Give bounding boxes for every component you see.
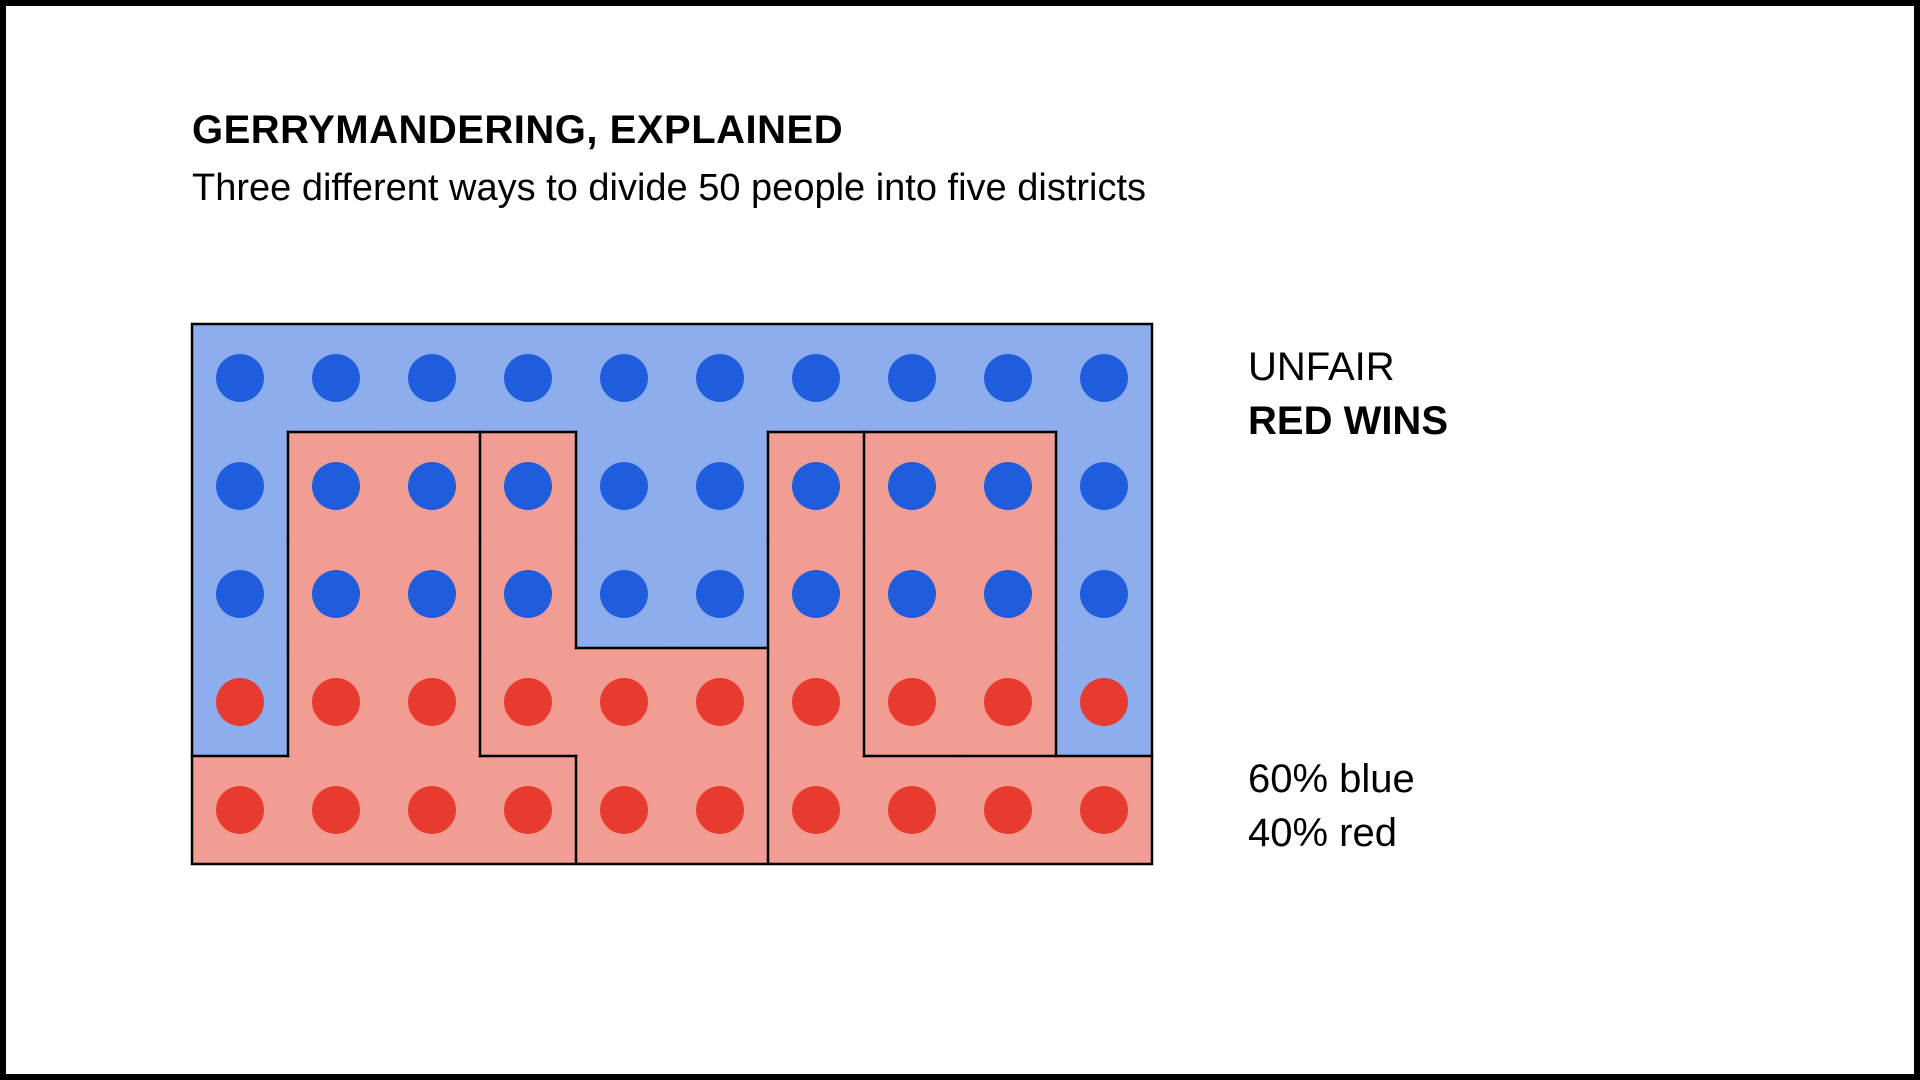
red-voter-dot: [1080, 786, 1128, 834]
red-voter-dot: [792, 786, 840, 834]
blue-voter-dot: [216, 570, 264, 618]
blue-voter-dot: [984, 462, 1032, 510]
red-voter-dot: [312, 786, 360, 834]
blue-voter-dot: [408, 570, 456, 618]
blue-voter-dot: [216, 354, 264, 402]
red-voter-dot: [408, 786, 456, 834]
red-voter-dot: [600, 786, 648, 834]
share-blue: 60% blue: [1248, 757, 1415, 801]
blue-voter-dot: [984, 354, 1032, 402]
red-voter-dot: [408, 678, 456, 726]
red-voter-dot: [504, 678, 552, 726]
red-voter-dot: [696, 786, 744, 834]
blue-voter-dot: [1080, 354, 1128, 402]
blue-voter-dot: [504, 570, 552, 618]
blue-voter-dot: [600, 462, 648, 510]
share-red: 40% red: [1248, 811, 1397, 855]
blue-voter-dot: [504, 462, 552, 510]
red-voter-dot: [792, 678, 840, 726]
verdict-label: UNFAIR: [1248, 345, 1395, 389]
blue-voter-dot: [696, 570, 744, 618]
blue-voter-dot: [312, 462, 360, 510]
red-voter-dot: [696, 678, 744, 726]
blue-voter-dot: [408, 462, 456, 510]
blue-voter-dot: [696, 462, 744, 510]
page-subtitle: Three different ways to divide 50 people…: [192, 167, 1147, 209]
map-outline: [190, 322, 1154, 866]
blue-voter-dot: [792, 354, 840, 402]
red-voter-dot: [1080, 678, 1128, 726]
blue-voter-dot: [696, 354, 744, 402]
page-title: GERRYMANDERING, EXPLAINED: [192, 108, 844, 152]
verdict-outcome: RED WINS: [1248, 399, 1448, 443]
blue-voter-dot: [984, 570, 1032, 618]
blue-voter-dot: [312, 354, 360, 402]
blue-voter-dot: [792, 462, 840, 510]
blue-voter-dot: [600, 354, 648, 402]
red-voter-dot: [504, 786, 552, 834]
red-voter-dot: [984, 786, 1032, 834]
blue-voter-dot: [888, 462, 936, 510]
blue-voter-dot: [408, 354, 456, 402]
red-voter-dot: [984, 678, 1032, 726]
blue-voter-dot: [1080, 570, 1128, 618]
red-voter-dot: [600, 678, 648, 726]
blue-voter-dot: [600, 570, 648, 618]
red-voter-dot: [312, 678, 360, 726]
blue-voter-dot: [888, 570, 936, 618]
red-voter-dot: [888, 678, 936, 726]
blue-voter-dot: [216, 462, 264, 510]
blue-voter-dot: [312, 570, 360, 618]
population-share: 60% blue 40% red: [1248, 752, 1415, 860]
blue-voter-dot: [888, 354, 936, 402]
verdict: UNFAIR RED WINS: [1248, 340, 1448, 448]
red-voter-dot: [216, 678, 264, 726]
red-voter-dot: [888, 786, 936, 834]
blue-voter-dot: [792, 570, 840, 618]
red-voter-dot: [216, 786, 264, 834]
blue-voter-dot: [504, 354, 552, 402]
blue-voter-dot: [1080, 462, 1128, 510]
